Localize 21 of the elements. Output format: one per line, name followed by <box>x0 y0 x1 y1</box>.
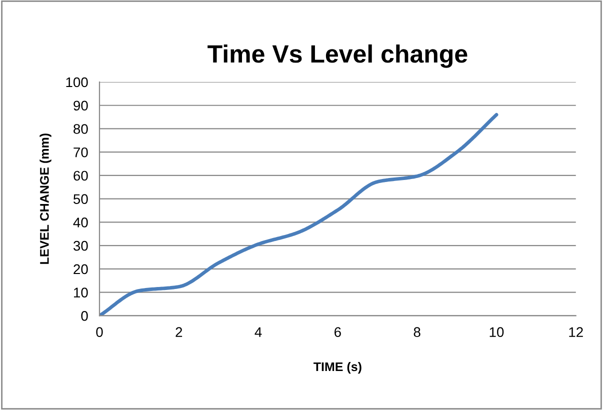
y-tick-label: 20 <box>74 264 88 274</box>
y-tick-label: 60 <box>74 170 88 181</box>
x-tick-label: 8 <box>414 327 420 338</box>
x-axis-title: TIME (s) <box>314 362 362 374</box>
x-tick-label: 10 <box>490 327 504 338</box>
chart-title: Time Vs Level change <box>208 44 468 68</box>
y-tick-label: 90 <box>74 100 88 111</box>
x-tick-label: 0 <box>96 327 103 338</box>
y-tick-label: 0 <box>81 311 88 321</box>
y-tick-label: 40 <box>73 218 88 228</box>
y-tick-label: 80 <box>74 124 88 134</box>
x-tick-label: 4 <box>254 327 262 337</box>
y-axis-title: LEVEL CHANGE (mm) <box>40 134 52 264</box>
x-tick-label: 6 <box>334 327 341 338</box>
y-tick-label: 10 <box>74 288 88 298</box>
y-tick-label: 50 <box>73 194 88 204</box>
y-tick-label: 30 <box>73 240 88 251</box>
x-tick-label: 2 <box>176 327 182 337</box>
x-tick-label: 12 <box>569 327 583 337</box>
y-tick-label: 70 <box>74 147 88 158</box>
y-tick-label: 100 <box>66 77 88 88</box>
